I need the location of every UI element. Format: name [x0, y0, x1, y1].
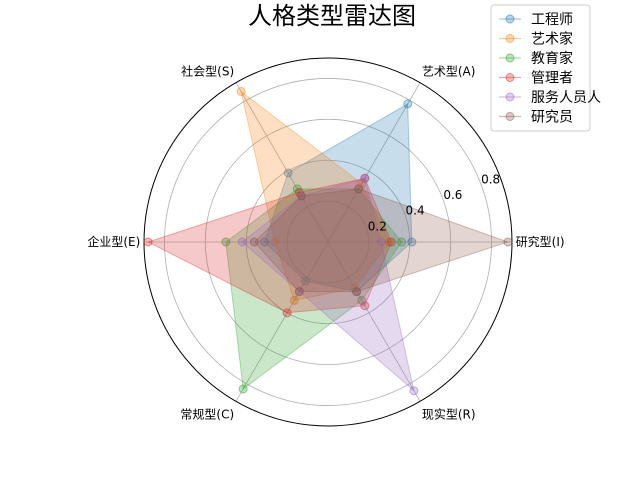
data-point: [357, 179, 367, 189]
legend-label: 工程师: [531, 12, 573, 28]
grid-spoke: [327, 82, 421, 243]
data-point: [407, 237, 417, 247]
legend-label: 艺术家: [531, 31, 573, 48]
grid-spoke: [327, 241, 421, 402]
data-point: [354, 184, 364, 194]
legend-swatch-marker: [505, 92, 515, 102]
legend-swatch-marker: [505, 34, 515, 43]
data-point: [221, 237, 231, 247]
data-point: [282, 308, 292, 318]
legend-swatch-marker: [505, 112, 515, 121]
tick-label: 0.6: [443, 188, 462, 202]
data-point: [294, 287, 304, 297]
data-point: [357, 295, 367, 305]
data-point: [301, 276, 311, 286]
axis-label: 社会型(S): [181, 63, 234, 78]
legend-swatch-marker: [505, 14, 515, 24]
data-point: [409, 386, 419, 396]
data-point: [289, 295, 299, 305]
data-point: [376, 237, 386, 247]
legend-label: 研究员: [531, 110, 573, 126]
data-point: [296, 191, 306, 201]
tick-label: 0.8: [481, 172, 500, 186]
series-area: [146, 177, 392, 314]
tick-label: 0.2: [368, 219, 387, 233]
series-area: [253, 188, 510, 293]
data-point: [237, 237, 247, 247]
data-point: [360, 173, 370, 183]
axis-label: 常规型(C): [180, 407, 234, 422]
data-point: [403, 99, 413, 109]
legend-label: 服务人员人: [531, 90, 601, 106]
series-area: [241, 177, 415, 393]
legend-label: 教育家: [531, 50, 573, 67]
legend-label: 管理者: [531, 71, 573, 87]
data-point: [260, 237, 270, 247]
data-point: [270, 237, 280, 247]
data-point: [283, 168, 293, 178]
tick-label: 0.4: [406, 204, 425, 218]
axis-label: 研究型(I): [516, 234, 565, 249]
data-point: [397, 237, 407, 247]
legend-swatch-marker: [505, 73, 515, 82]
legend-box: [490, 4, 591, 132]
data-point: [360, 301, 370, 311]
data-point: [352, 287, 362, 297]
grid-spoke: [235, 82, 329, 243]
radar-series: [143, 87, 513, 396]
grid-spoke: [235, 241, 329, 402]
axis-label: 现实型(R): [422, 407, 476, 422]
data-point: [236, 87, 246, 97]
data-point: [249, 237, 259, 247]
legend-swatch-marker: [505, 53, 515, 63]
axis-label: 企业型(E): [87, 234, 140, 249]
radar-labels: 研究型(I) 艺术型(A) 社会型(S) 企业型(E) 常规型(C) 现实型(R) 0.2 0…: [87, 63, 564, 421]
series-area: [225, 188, 403, 390]
data-point: [386, 237, 396, 247]
chart-title: 人格类型雷达图: [248, 2, 416, 30]
axis-label: 艺术型(A): [422, 64, 476, 78]
data-point: [143, 237, 153, 247]
data-point: [503, 237, 513, 247]
data-point: [238, 384, 248, 394]
